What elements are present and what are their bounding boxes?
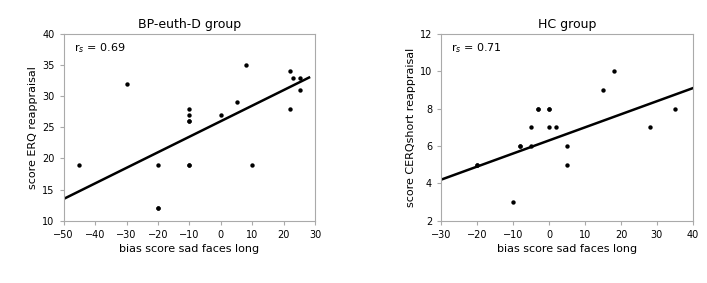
Point (294, 88, 305, 92)
Point (231, 100, 243, 105)
Point (551, 125, 562, 130)
Point (472, 162, 483, 167)
X-axis label: bias score sad faces long: bias score sad faces long (497, 244, 637, 254)
Point (215, 113, 226, 117)
Point (515, 144, 526, 148)
Point (532, 106, 544, 111)
X-axis label: bias score sad faces long: bias score sad faces long (119, 244, 259, 254)
Point (544, 125, 555, 130)
Point (240, 63, 252, 67)
Point (284, 106, 296, 111)
Title: HC group: HC group (538, 18, 596, 31)
Point (644, 125, 655, 130)
Point (508, 200, 519, 204)
Point (525, 125, 537, 130)
Y-axis label: score CERQshort reappraisal: score CERQshort reappraisal (406, 48, 416, 207)
Y-axis label: score ERQ reappraisal: score ERQ reappraisal (28, 66, 38, 189)
Point (472, 162, 483, 167)
Point (184, 106, 195, 111)
Point (184, 162, 195, 167)
Point (184, 119, 195, 123)
Point (153, 162, 164, 167)
Point (608, 69, 619, 74)
Text: r$_s$ = 0.71: r$_s$ = 0.71 (451, 41, 501, 55)
Point (670, 106, 681, 111)
Point (288, 75, 299, 80)
Point (294, 75, 305, 80)
Point (561, 144, 573, 148)
Point (515, 144, 526, 148)
Point (74, 162, 85, 167)
Point (544, 106, 555, 111)
Point (153, 206, 164, 211)
Point (121, 82, 132, 86)
Point (284, 69, 296, 74)
Point (184, 113, 195, 117)
Point (153, 206, 164, 211)
Point (561, 162, 573, 167)
Point (532, 106, 544, 111)
Point (597, 88, 609, 92)
Title: BP-euth-D group: BP-euth-D group (138, 18, 241, 31)
Point (525, 144, 537, 148)
Point (184, 162, 195, 167)
Text: r$_s$ = 0.69: r$_s$ = 0.69 (74, 41, 125, 55)
Point (184, 119, 195, 123)
Point (247, 162, 258, 167)
Point (544, 106, 555, 111)
